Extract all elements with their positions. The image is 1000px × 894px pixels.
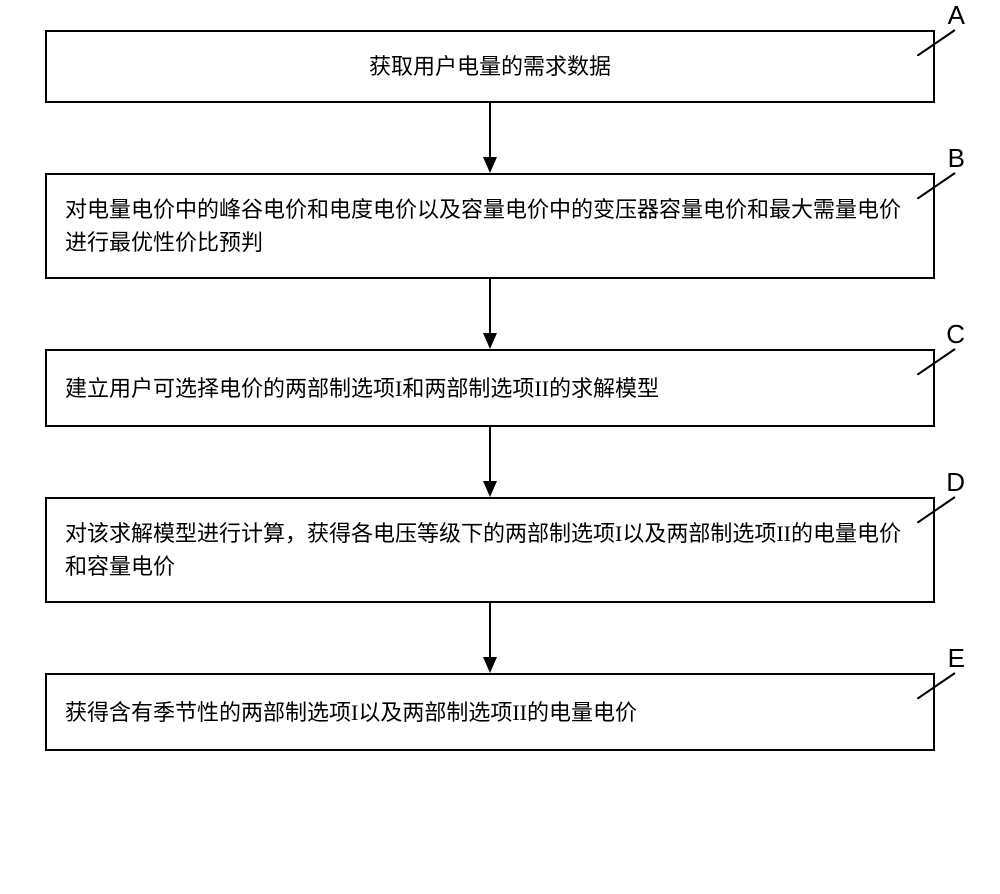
step-E: E 获得含有季节性的两部制选项I以及两部制选项II的电量电价 <box>45 673 955 751</box>
step-label-A: A <box>948 0 965 31</box>
step-box-C: 建立用户可选择电价的两部制选项I和两部制选项II的求解模型 <box>45 349 935 427</box>
step-box-B: 对电量电价中的峰谷电价和电度电价以及容量电价中的变压器容量电价和最大需量电价进行… <box>45 173 935 279</box>
step-D: D 对该求解模型进行计算，获得各电压等级下的两部制选项I以及两部制选项II的电量… <box>45 497 955 603</box>
step-C: C 建立用户可选择电价的两部制选项I和两部制选项II的求解模型 <box>45 349 955 427</box>
step-box-A: 获取用户电量的需求数据 <box>45 30 935 103</box>
step-label-D: D <box>946 467 965 498</box>
step-text-E: 获得含有季节性的两部制选项I以及两部制选项II的电量电价 <box>65 696 637 729</box>
lead-line-A <box>917 28 957 56</box>
lead-line-E <box>917 671 957 699</box>
step-A: A 获取用户电量的需求数据 <box>45 30 955 103</box>
arrow-C-D <box>45 427 935 497</box>
step-label-C: C <box>946 319 965 350</box>
arrow-B-C <box>45 279 935 349</box>
step-box-D: 对该求解模型进行计算，获得各电压等级下的两部制选项I以及两部制选项II的电量电价… <box>45 497 935 603</box>
step-text-B: 对电量电价中的峰谷电价和电度电价以及容量电价中的变压器容量电价和最大需量电价进行… <box>65 193 915 259</box>
arrow-A-B <box>45 103 935 173</box>
step-label-E: E <box>948 643 965 674</box>
arrow-D-E <box>45 603 935 673</box>
step-label-B: B <box>948 143 965 174</box>
step-text-A: 获取用户电量的需求数据 <box>369 50 611 83</box>
lead-line-B <box>917 171 957 199</box>
step-text-C: 建立用户可选择电价的两部制选项I和两部制选项II的求解模型 <box>65 372 659 405</box>
flowchart: A 获取用户电量的需求数据 B 对电量电价中的峰谷电价和电度电价以及容量电价中的… <box>45 30 955 751</box>
lead-line-D <box>917 495 957 523</box>
step-B: B 对电量电价中的峰谷电价和电度电价以及容量电价中的变压器容量电价和最大需量电价… <box>45 173 955 279</box>
lead-line-C <box>917 347 957 375</box>
step-text-D: 对该求解模型进行计算，获得各电压等级下的两部制选项I以及两部制选项II的电量电价… <box>65 517 915 583</box>
step-box-E: 获得含有季节性的两部制选项I以及两部制选项II的电量电价 <box>45 673 935 751</box>
